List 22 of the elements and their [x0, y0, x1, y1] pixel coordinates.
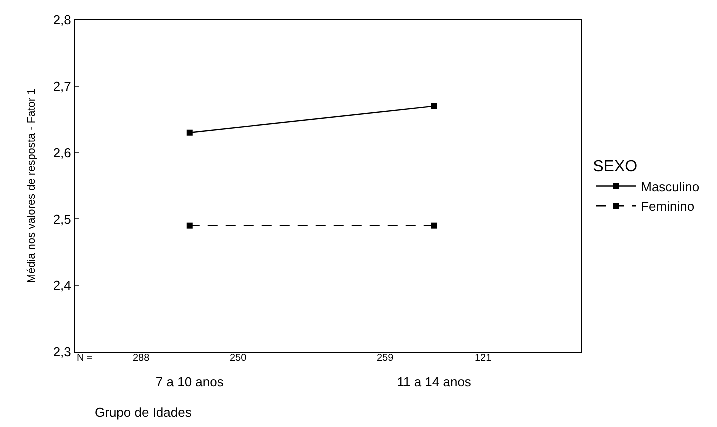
x-axis-title: Grupo de Idades	[95, 405, 192, 420]
point	[431, 103, 438, 110]
text: 250	[230, 353, 248, 364]
text: 288	[133, 353, 150, 364]
y-tick-label: 2,7	[53, 78, 72, 94]
point	[431, 222, 438, 229]
y-tick-label: 2,8	[53, 12, 72, 28]
text: 259	[377, 353, 394, 364]
text: N =	[77, 353, 93, 364]
point	[186, 222, 193, 229]
y-tick-label: 2,4	[53, 278, 72, 294]
legend-label: Masculino	[641, 179, 700, 194]
y-tick-label: 2,6	[53, 145, 72, 160]
point	[186, 130, 193, 136]
text: 121	[475, 353, 492, 364]
x-tick-label: 11 a 14 anos	[397, 374, 472, 390]
y-tick-label: 2,5	[53, 212, 72, 227]
y-tick-label: 2,3	[53, 344, 72, 360]
legend-title: SEXO	[593, 158, 638, 176]
y-axis-title: Média nos valores de resposta - Fator 1	[26, 88, 38, 284]
x-tick-label: 7 a 10 anos	[156, 374, 224, 390]
legend-label: Feminino	[641, 199, 695, 214]
